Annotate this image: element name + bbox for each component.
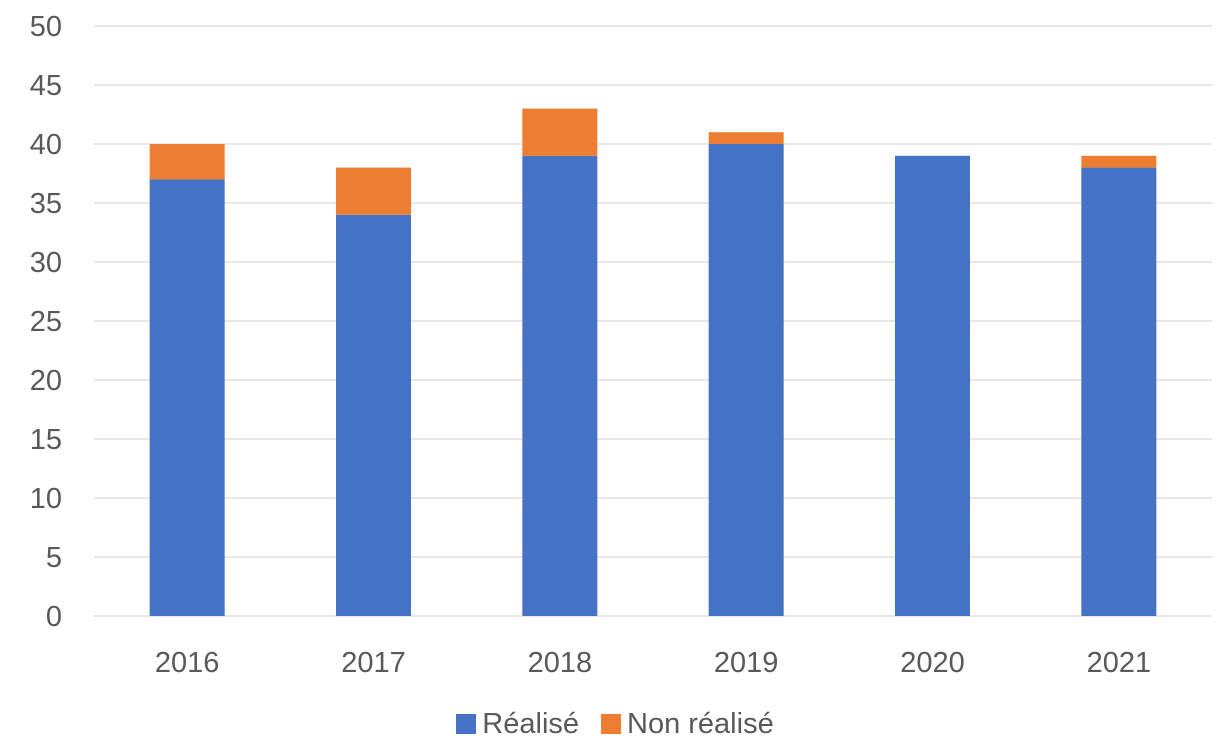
y-tick-label: 40 [30,129,62,161]
y-tick-label: 35 [30,188,62,220]
legend-swatch-non-realise [601,714,622,734]
bar-realise-2019 [708,144,784,616]
y-tick-label: 20 [30,365,62,397]
bar-realise-2021 [1081,167,1157,616]
y-tick-label: 45 [30,70,62,102]
x-tick-label: 2018 [528,647,593,679]
x-tick-label: 2020 [900,647,965,679]
gridlines [94,25,1212,617]
bar-non-realise-2021 [1081,155,1157,168]
legend-label-realise: Réalisé [482,707,580,740]
legend-item-realise: Réalisé [456,708,579,741]
bar-non-realise-2018 [522,108,598,156]
bar-non-realise-2016 [149,144,225,180]
legend-label-non-realise: Non réalisé [627,707,774,740]
bar-realise-2018 [522,155,598,617]
y-tick-label: 0 [46,601,62,633]
y-tick-label: 5 [46,542,62,574]
bar-realise-2017 [336,214,411,617]
y-tick-label: 50 [30,11,62,43]
legend-item-non-realise: Non réalisé [601,708,774,741]
y-tick-label: 25 [30,306,62,338]
x-tick-label: 2019 [714,647,779,679]
legend: Réalisé Non réalisé [0,704,1230,744]
bars [149,108,1157,617]
bar-non-realise-2017 [336,167,411,215]
y-tick-label: 30 [30,247,62,279]
y-tick-label: 15 [30,424,62,456]
bar-realise-2016 [149,179,225,616]
bar-non-realise-2019 [708,132,784,144]
x-axis-tick-labels: 2016 2017 2018 2019 2020 2021 [155,647,1151,679]
legend-swatch-realise [456,714,477,734]
y-tick-label: 10 [30,483,62,515]
bar-realise-2020 [895,155,970,617]
x-tick-label: 2016 [155,647,220,679]
x-tick-label: 2017 [341,647,406,679]
x-tick-label: 2021 [1087,647,1152,679]
y-axis-tick-labels: 0 5 10 15 20 25 30 35 40 45 50 [30,11,62,633]
